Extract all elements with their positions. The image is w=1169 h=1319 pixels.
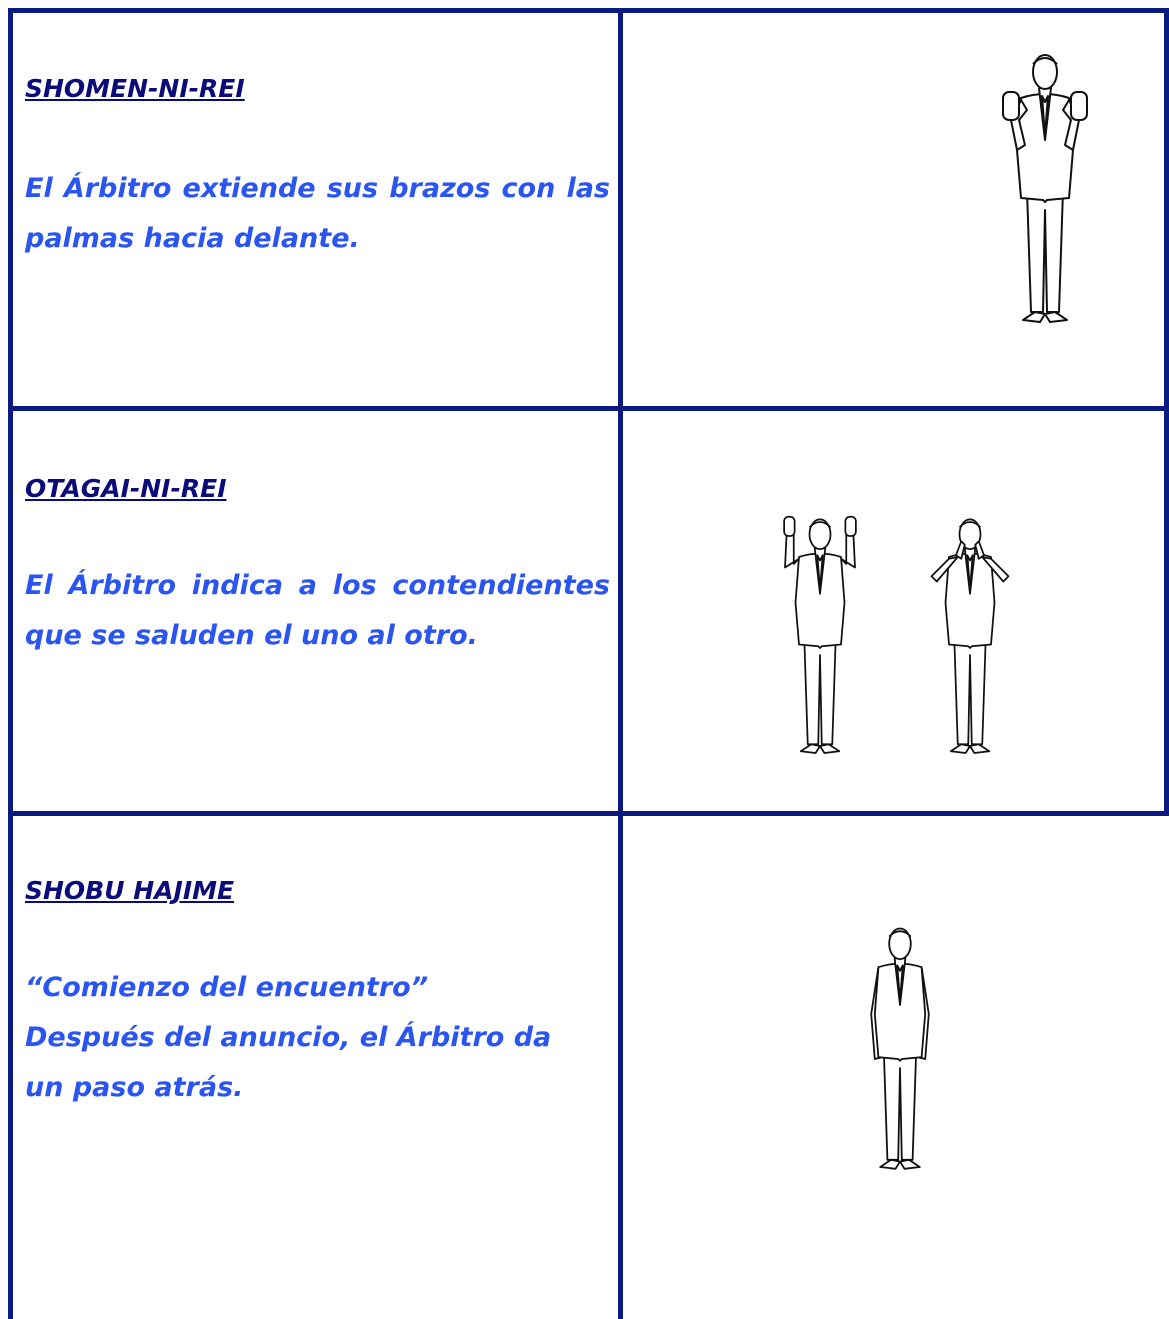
border: [618, 8, 623, 1319]
referee-figure: [870, 927, 930, 1170]
paragraph: El Árbitro indica a los contendientes qu…: [25, 570, 610, 651]
section-title: SHOBU HAJIME: [25, 876, 235, 905]
section-body: El Árbitro extiende sus brazos con las p…: [25, 164, 610, 264]
referee-figure: [783, 515, 857, 754]
border: [1164, 8, 1169, 816]
section-body: “Comienzo del encuentro” Después del anu…: [25, 963, 570, 1113]
border: [8, 811, 1169, 816]
section-body: El Árbitro indica a los contendientes qu…: [25, 561, 610, 661]
referee-figure: [930, 518, 1010, 754]
section-title: SHOMEN-NI-REI: [25, 74, 245, 103]
paragraph: Después del anuncio, el Árbitro da un pa…: [25, 1022, 552, 1103]
section-title: OTAGAI-NI-REI: [25, 474, 227, 503]
referee-figure: [1002, 54, 1088, 323]
paragraph: El Árbitro extiende sus brazos con las p…: [25, 173, 610, 254]
border: [8, 8, 13, 1319]
paragraph: “Comienzo del encuentro”: [25, 972, 429, 1003]
border: [8, 406, 1169, 411]
border: [8, 8, 1169, 13]
